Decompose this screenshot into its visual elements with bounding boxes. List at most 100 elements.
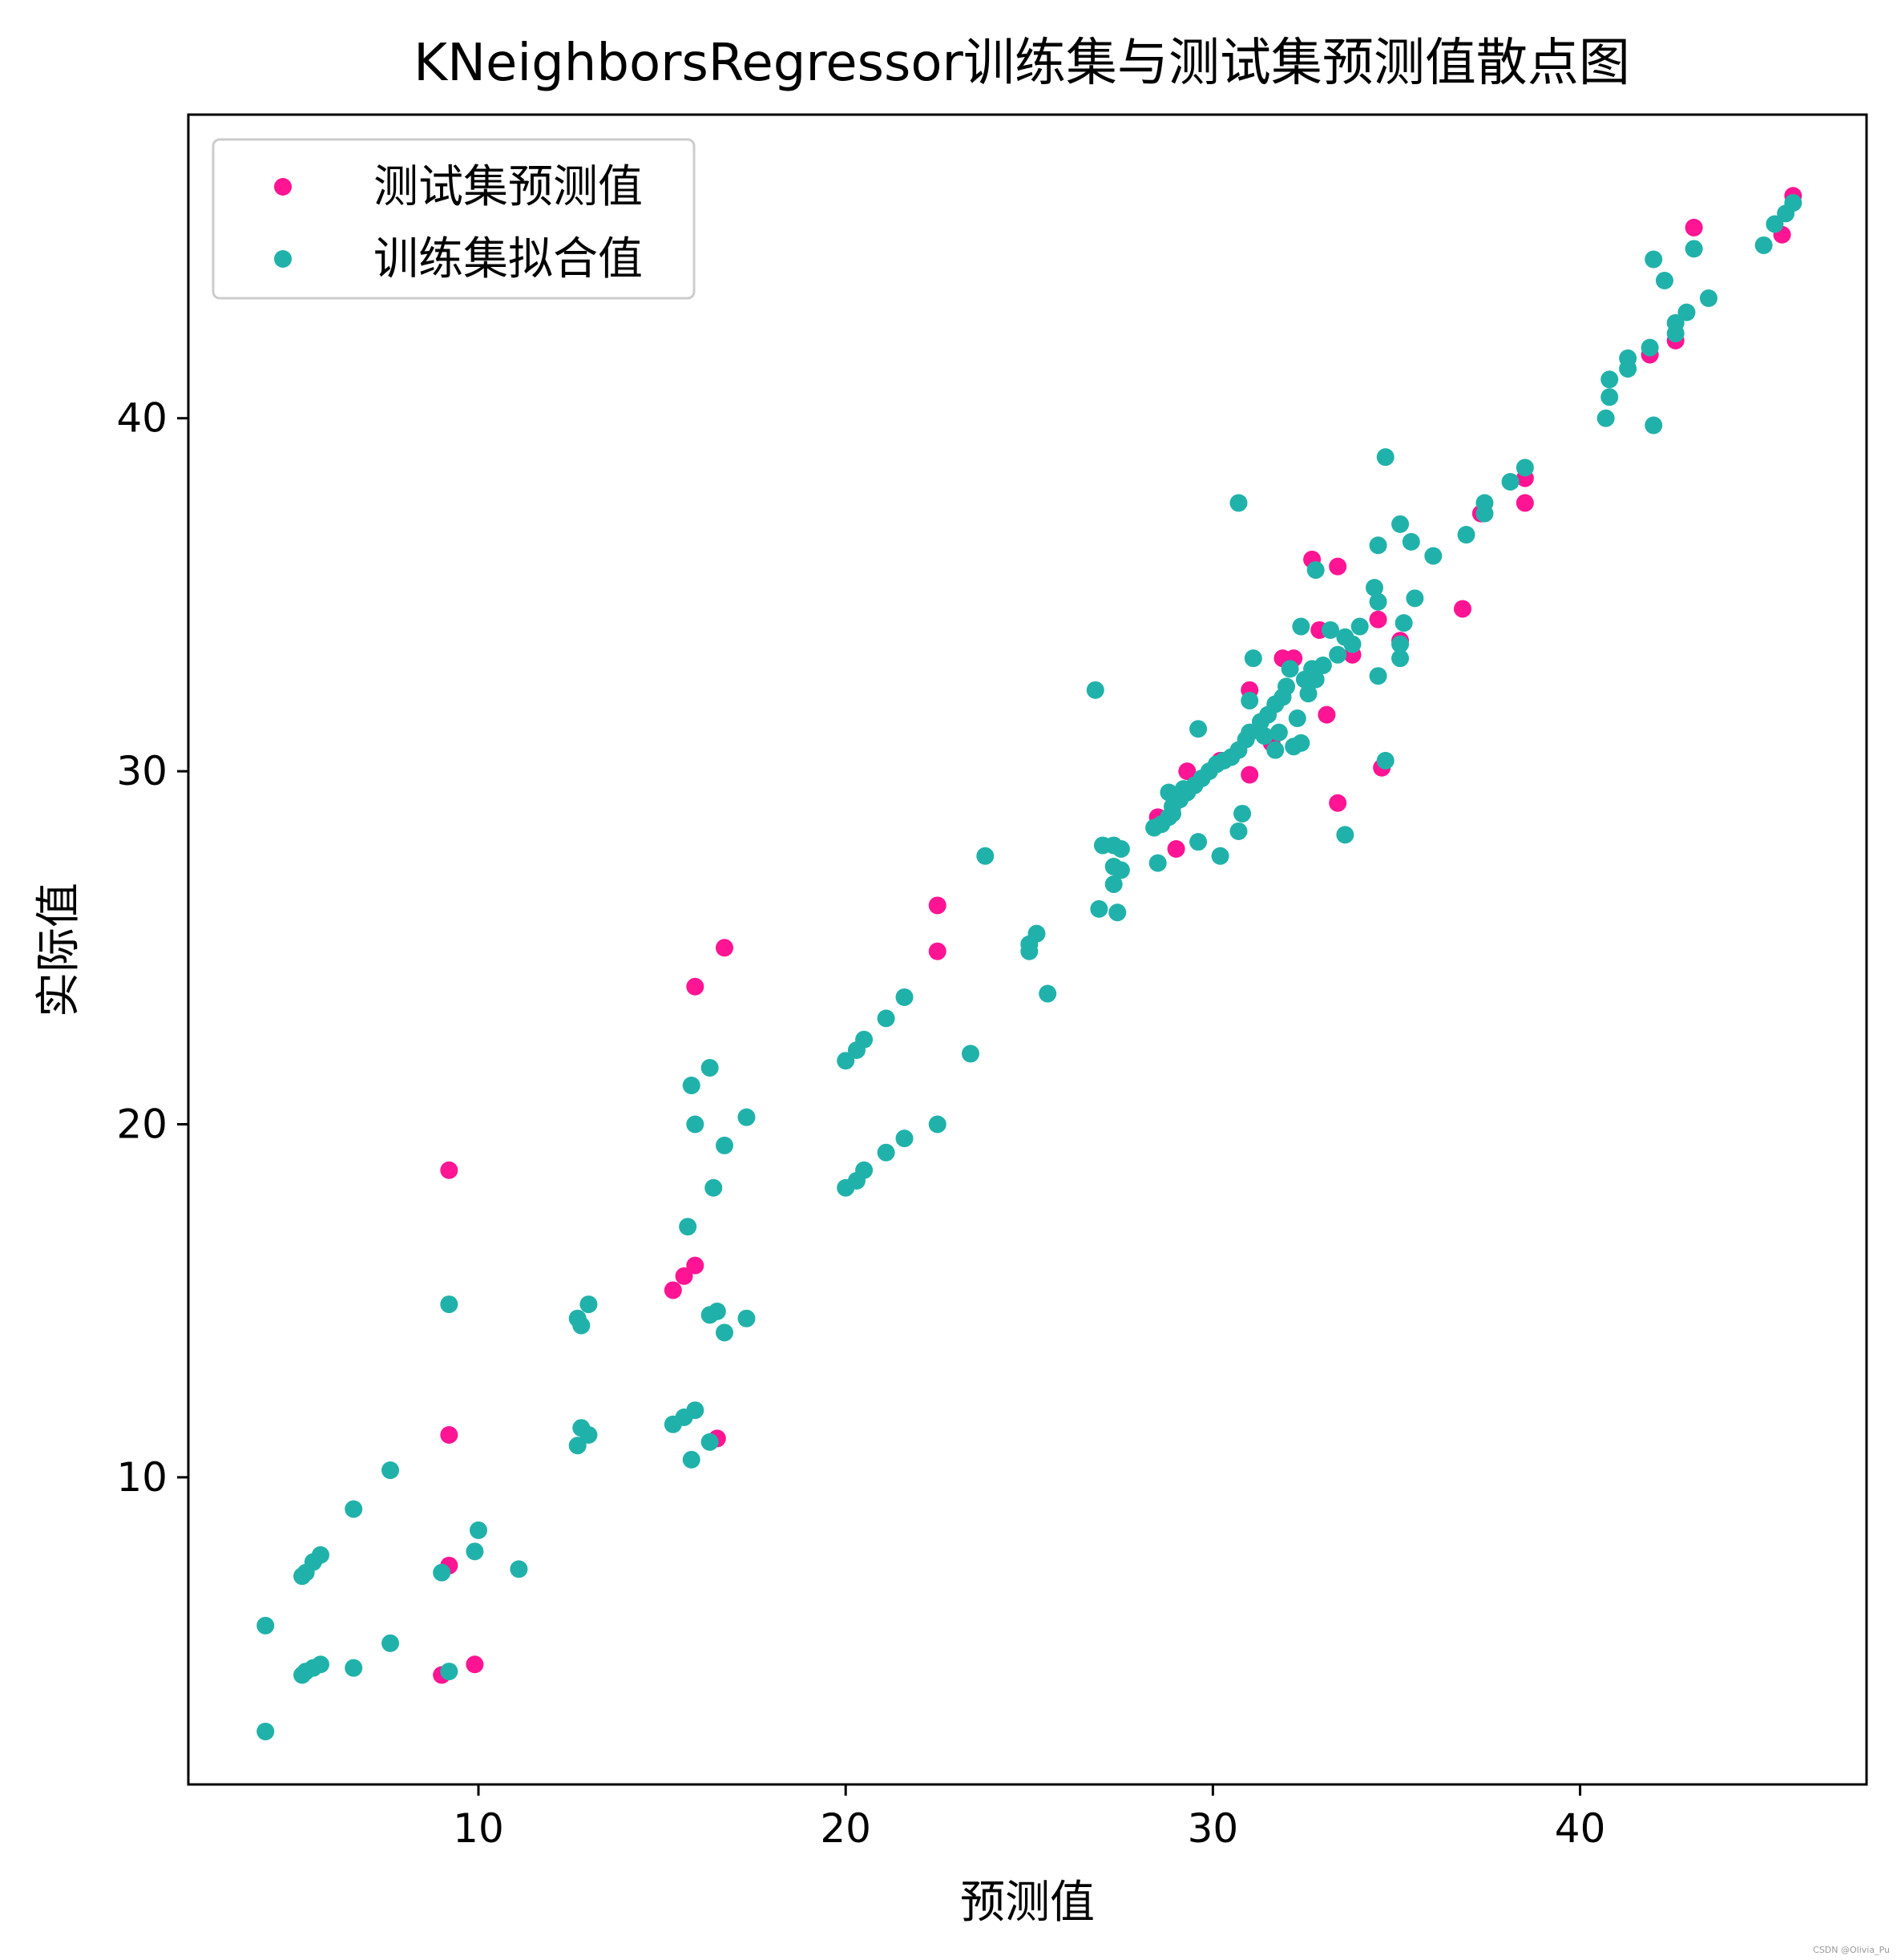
train-point-28 [1406,589,1424,608]
train-point-2 [1766,215,1784,233]
train-point-122 [715,1324,733,1342]
train-point-154 [256,1722,275,1740]
train-point-100 [1020,942,1039,960]
train-point-10 [1666,325,1685,343]
train-point-38 [1306,561,1325,580]
train-point-7 [1699,289,1717,307]
train-point-108 [837,1052,855,1070]
test-point-8 [1453,600,1471,618]
y-axis-label: 实际值 [33,883,85,1017]
train-point-19 [1516,459,1534,477]
x-tick-label-0: 10 [453,1805,504,1852]
test-point-25 [928,942,946,960]
train-point-139 [466,1542,484,1561]
test-point-6 [1516,494,1534,512]
train-point-110 [877,1143,895,1162]
train-point-36 [1336,826,1354,844]
train-point-153 [256,1616,275,1635]
plot-frame [187,113,1868,1786]
test-point-11 [1329,557,1347,576]
train-point-15 [1600,388,1619,406]
train-point-20 [1501,472,1520,491]
test-point-32 [440,1161,458,1179]
train-point-40 [1322,620,1340,639]
train-point-32 [1391,649,1410,668]
test-point-28 [686,1256,704,1275]
train-point-18 [1376,448,1394,467]
y-axis-ticks: 10 20 30 40 [116,395,188,1501]
train-point-105 [877,1009,895,1028]
test-point-39 [1369,610,1387,628]
y-tick-label-3: 40 [116,395,167,442]
train-point-84 [1255,727,1273,746]
train-point-136 [440,1295,458,1314]
train-point-118 [682,1077,700,1095]
train-point-147 [381,1634,400,1652]
train-point-129 [682,1450,700,1469]
test-point-24 [928,896,946,915]
test-point-19 [1241,766,1259,784]
train-point-16 [1596,409,1615,427]
train-point-29 [1394,614,1413,632]
train-point-13 [1619,349,1637,367]
train-point-37 [1229,494,1248,512]
train-point-72 [1211,847,1229,865]
test-point-10 [1329,794,1347,812]
train-point-121 [737,1309,756,1328]
train-point-8 [1677,303,1696,321]
train-point-101 [1039,984,1057,1003]
train-point-39 [1292,617,1310,636]
train-point-23 [1457,526,1475,544]
train-point-120 [679,1218,697,1236]
train-point-117 [700,1059,719,1077]
train-point-1 [1777,204,1795,223]
train-point-94 [1104,875,1123,894]
train-point-88 [1086,681,1104,699]
train-point-27 [1369,536,1387,555]
train-point-6 [1655,271,1673,289]
train-point-107 [847,1041,866,1060]
train-point-76 [1241,692,1259,710]
train-point-33 [1391,635,1410,653]
train-point-74 [1233,804,1252,822]
train-point-69 [1163,804,1181,822]
train-point-152 [293,1666,312,1684]
train-point-44 [1329,645,1347,664]
train-point-132 [572,1316,591,1335]
train-point-142 [345,1500,363,1518]
test-point-22 [1167,839,1185,858]
train-point-4 [1685,240,1703,258]
test-point-30 [664,1281,682,1299]
train-point-75 [1244,649,1262,668]
train-point-22 [1475,504,1494,523]
train-point-71 [1189,833,1208,851]
watermark-text: CSDN @Olivia_Pu [1813,1945,1890,1955]
train-point-86 [1174,780,1193,798]
x-tick-label-1: 20 [820,1805,871,1852]
y-tick-label-1: 20 [116,1101,167,1147]
test-point-29 [675,1267,693,1285]
test-point-21 [1178,762,1197,781]
test-point-33 [440,1426,458,1445]
train-point-85 [1160,783,1178,802]
train-point-31 [1366,579,1384,597]
train-point-30 [1369,592,1387,611]
test-point-2 [1685,218,1703,236]
train-point-48 [1281,660,1299,678]
legend-label-test: 测试集预测值 [373,161,643,213]
train-point-70 [1189,720,1208,738]
train-point-82 [1299,685,1318,703]
train-point-11 [1641,338,1659,357]
train-point-109 [895,1130,914,1148]
train-point-14 [1600,370,1619,389]
train-point-138 [469,1521,487,1539]
legend: 测试集预测值 训练集拟合值 [212,138,696,300]
train-point-53 [1251,713,1269,731]
train-point-87 [1148,854,1167,872]
train-point-25 [1402,532,1420,551]
train-point-96 [1108,903,1127,922]
train-point-124 [700,1306,719,1324]
train-point-127 [664,1415,682,1433]
